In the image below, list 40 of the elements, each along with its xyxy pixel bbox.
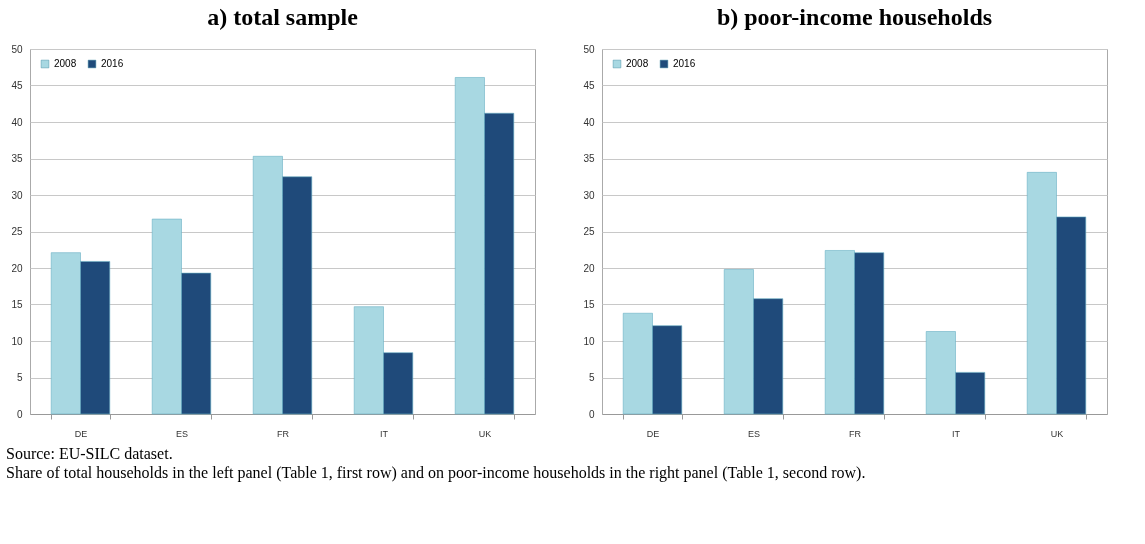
y-tick-label: 20 bbox=[11, 262, 23, 274]
x-tick-label: UK bbox=[1050, 428, 1064, 439]
x-tick-label: ES bbox=[747, 428, 761, 439]
y-tick-label: 30 bbox=[11, 189, 23, 201]
legend-label: 2008 bbox=[54, 58, 77, 69]
source-note: Source: EU-SILC dataset. bbox=[6, 444, 174, 463]
legend-label: 2008 bbox=[626, 58, 649, 69]
y-tick-label: 5 bbox=[588, 372, 595, 383]
y-tick-label: 10 bbox=[583, 335, 595, 347]
y-tick-label: 0 bbox=[588, 408, 595, 420]
y-tick-label: 25 bbox=[11, 226, 23, 237]
y-tick-label: 15 bbox=[11, 299, 23, 310]
x-tick-label: ES bbox=[175, 428, 189, 439]
y-tick-label: 45 bbox=[11, 80, 23, 91]
x-tick-label: DE bbox=[74, 428, 88, 439]
x-tick-label: DE bbox=[646, 428, 660, 439]
x-tick-label: IT bbox=[952, 428, 961, 439]
chart-title: b) poor-income households bbox=[716, 4, 993, 30]
y-tick-label: 15 bbox=[583, 299, 595, 310]
y-tick-label: 5 bbox=[16, 372, 23, 383]
x-tick-label: FR bbox=[277, 428, 290, 439]
y-tick-label: 40 bbox=[583, 116, 595, 128]
y-tick-label: 50 bbox=[11, 43, 23, 55]
x-tick-label: IT bbox=[380, 428, 389, 439]
x-tick-label: UK bbox=[478, 428, 492, 439]
y-tick-label: 10 bbox=[11, 335, 23, 347]
y-tick-label: 25 bbox=[583, 226, 595, 237]
legend-label: 2016 bbox=[101, 58, 124, 69]
y-tick-label: 40 bbox=[11, 116, 23, 128]
x-tick-label: FR bbox=[849, 428, 862, 439]
chart-title: a) total sample bbox=[207, 4, 359, 30]
y-tick-label: 20 bbox=[583, 262, 595, 274]
y-tick-label: 50 bbox=[583, 43, 595, 55]
text: Share of total households in the left panel (Table 1, first row) and on poor-income households in the right panel (Table 1, second row). bbox=[6, 463, 867, 482]
y-tick-label: 35 bbox=[583, 153, 595, 164]
y-tick-label: 45 bbox=[583, 80, 595, 91]
y-tick-label: 35 bbox=[11, 153, 23, 164]
legend-label: 2016 bbox=[673, 58, 696, 69]
y-tick-label: 30 bbox=[583, 189, 595, 201]
y-tick-label: 0 bbox=[16, 408, 23, 420]
